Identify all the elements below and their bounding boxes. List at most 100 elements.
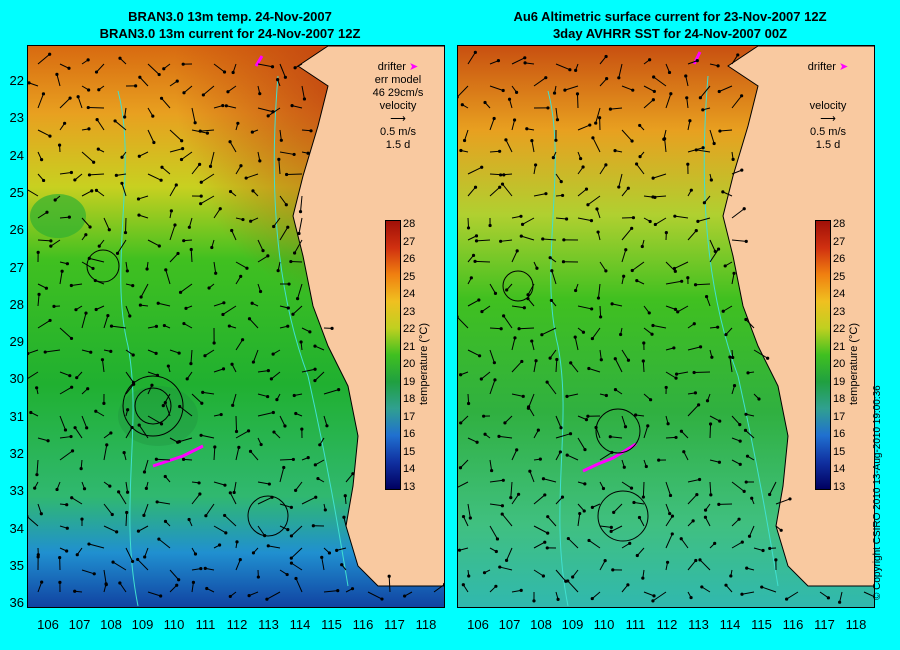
current-vector-head [509, 496, 513, 500]
current-vector-head [65, 503, 69, 507]
current-vector-head [442, 582, 444, 586]
current-vector-head [177, 440, 182, 444]
current-vector-head [178, 404, 182, 409]
current-vector-head [91, 266, 95, 271]
current-vector-head [520, 359, 524, 364]
longitude-label: 110 [163, 617, 185, 632]
current-vector-head [500, 504, 505, 508]
current-vector-head [559, 180, 563, 184]
current-vector-head [162, 67, 166, 71]
current-vector [665, 533, 673, 549]
current-vector-head [686, 162, 690, 166]
current-vector [749, 525, 755, 537]
bathymetry-contour [547, 90, 569, 607]
current-vector [345, 473, 354, 483]
current-vector-head [82, 487, 87, 491]
current-vector [731, 169, 742, 175]
drifter-arrow-icon: ➤ [408, 61, 419, 73]
longitude-label: 116 [352, 617, 374, 632]
current-vector-head [179, 157, 184, 162]
current-vector-head [387, 574, 391, 578]
current-vector-head [289, 505, 293, 509]
current-vector [458, 317, 469, 329]
current-vector-head [44, 286, 49, 290]
current-vector-head [94, 307, 98, 312]
current-vector [139, 76, 149, 87]
current-vector [599, 525, 612, 528]
colorbar-tick-label: 28 [833, 218, 846, 230]
current-vector-head [79, 467, 83, 471]
current-vector [555, 569, 567, 582]
current-vector-head [701, 108, 705, 112]
current-vector-head [313, 367, 317, 371]
current-vector-head [493, 291, 498, 295]
current-vector-head [565, 394, 569, 398]
current-vector [213, 302, 225, 307]
current-vector-head [46, 439, 50, 443]
current-vector-head [498, 185, 502, 189]
current-vector-head [744, 480, 748, 484]
current-vector-head [208, 164, 213, 168]
current-vector-head [742, 207, 746, 211]
current-vector [367, 591, 383, 600]
longitude-label: 117 [384, 617, 405, 632]
current-vector-head [630, 139, 634, 143]
current-vector-head [745, 566, 749, 570]
current-vector [268, 545, 281, 549]
current-vector [503, 315, 513, 329]
current-vector [59, 386, 72, 395]
current-vector-head [737, 517, 741, 521]
current-vector [59, 327, 72, 339]
current-vector-head [546, 515, 550, 519]
current-vector-head [673, 307, 678, 311]
current-vectors [458, 50, 874, 604]
longitude-label: 109 [561, 617, 584, 632]
current-vector [611, 303, 623, 307]
current-vector [577, 513, 581, 527]
current-vector-head [137, 154, 141, 158]
current-vector [533, 525, 548, 534]
current-vector [533, 193, 547, 197]
current-vector-head [201, 390, 205, 394]
current-vector-head [663, 137, 667, 141]
current-vector-head [118, 56, 122, 60]
current-vector-head [182, 239, 186, 243]
right-legend: drifter ➤ velocity ⟶ 0.5 m/s 1.5 d [783, 61, 873, 152]
current-vector-head [53, 198, 57, 202]
current-vector [71, 497, 83, 505]
current-vector [279, 195, 287, 206]
current-vector [551, 270, 557, 285]
velocity-label: velocity [809, 100, 847, 112]
current-vector [639, 517, 645, 527]
current-vector-head [337, 388, 341, 392]
current-vector-head [604, 54, 608, 59]
current-vector [279, 415, 286, 427]
current-vector-head [298, 210, 303, 214]
current-vector-head [43, 350, 47, 354]
current-vector-head [657, 458, 661, 462]
current-vector-head [695, 492, 699, 497]
current-vector-head [217, 543, 222, 547]
current-vector [476, 239, 491, 242]
current-vector [257, 496, 273, 505]
current-vector-head [685, 96, 689, 100]
colorbar-tick-label: 26 [833, 253, 846, 265]
current-vector-head [492, 116, 496, 121]
current-vector-head [703, 515, 708, 519]
current-vector-head [102, 401, 106, 405]
current-vector-head [86, 58, 90, 62]
current-vector-head [500, 182, 505, 186]
current-vector-head [143, 555, 147, 559]
current-vector [676, 371, 689, 375]
current-vector-head [289, 556, 293, 560]
current-vector [511, 57, 526, 65]
current-vector-head [131, 283, 135, 288]
current-vector-head [591, 136, 595, 140]
current-vector-head [182, 91, 186, 95]
current-vector [489, 150, 500, 153]
current-vector [200, 434, 215, 439]
current-vector-head [69, 336, 74, 341]
current-vector-head [574, 288, 578, 293]
current-vector [235, 261, 248, 269]
current-vector-head [231, 70, 235, 75]
